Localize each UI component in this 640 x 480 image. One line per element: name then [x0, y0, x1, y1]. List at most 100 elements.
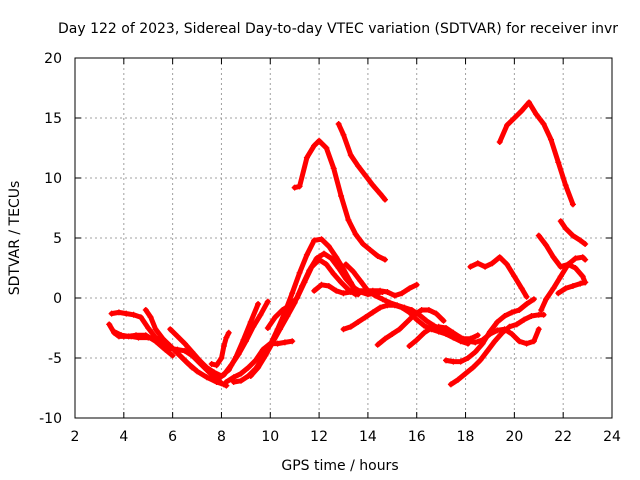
y-tick-label: 0: [53, 291, 62, 307]
data-point-marker: [491, 338, 498, 345]
data-point-marker: [262, 352, 269, 359]
data-point-marker: [367, 247, 374, 253]
data-point-marker: [582, 241, 589, 247]
data-point-marker: [530, 296, 537, 303]
data-point-marker: [501, 313, 508, 319]
data-point-marker: [311, 237, 318, 244]
data-point-marker: [516, 338, 523, 345]
data-point-marker: [279, 307, 286, 313]
data-point-marker: [386, 299, 393, 306]
data-point-marker: [455, 376, 462, 383]
data-point-marker: [555, 290, 562, 297]
data-point-marker: [472, 349, 479, 355]
y-axis-label: SDTVAR / TECUs: [7, 181, 23, 296]
data-point-marker: [362, 314, 369, 321]
data-point-marker: [557, 218, 564, 225]
data-point-marker: [577, 237, 584, 244]
data-point-marker: [572, 265, 579, 271]
data-point-marker: [318, 236, 325, 243]
data-point-marker: [264, 298, 271, 305]
data-point-marker: [435, 323, 442, 330]
data-point-marker: [443, 357, 450, 364]
data-point-marker: [411, 311, 418, 318]
data-point-marker: [403, 319, 410, 325]
data-point-marker: [474, 332, 481, 339]
data-point-marker: [538, 307, 545, 313]
data-point-marker: [338, 193, 345, 199]
data-point-marker: [569, 283, 576, 289]
data-point-marker: [167, 343, 174, 349]
data-point-marker: [447, 381, 454, 388]
data-point-marker: [381, 256, 388, 263]
data-point-marker: [579, 273, 586, 280]
data-point-marker: [281, 339, 288, 346]
data-point-marker: [223, 334, 230, 341]
data-point-marker: [250, 323, 257, 330]
data-point-marker: [245, 364, 252, 371]
data-point-marker: [474, 260, 481, 267]
data-point-marker: [218, 355, 225, 361]
data-point-marker: [352, 231, 359, 238]
x-tick-label: 18: [457, 429, 475, 445]
data-point-marker: [323, 145, 330, 151]
data-point-marker: [462, 370, 469, 377]
data-point-marker: [543, 296, 550, 303]
data-point-marker: [220, 371, 227, 378]
data-point-marker: [467, 263, 474, 270]
data-point-marker: [469, 364, 476, 371]
data-point-marker: [137, 314, 144, 321]
data-point-marker: [362, 172, 369, 179]
y-tick-label: 20: [44, 51, 62, 67]
y-tick-label: -10: [39, 411, 62, 427]
data-point-marker: [511, 273, 518, 280]
data-point-marker: [413, 337, 420, 343]
data-point-marker: [181, 347, 188, 354]
data-point-marker: [286, 302, 293, 309]
data-point-marker: [504, 122, 511, 129]
data-point-marker: [543, 242, 550, 249]
x-tick-label: 16: [408, 429, 426, 445]
data-point-marker: [152, 338, 159, 345]
y-tick-label: 5: [53, 231, 62, 247]
data-point-marker: [372, 292, 379, 299]
data-point-marker: [320, 250, 327, 257]
data-point-marker: [289, 338, 296, 345]
data-point-marker: [355, 163, 362, 169]
data-point-marker: [569, 232, 576, 239]
data-point-marker: [504, 261, 511, 268]
data-point-marker: [330, 165, 337, 172]
data-point-marker: [377, 304, 384, 311]
data-point-marker: [237, 370, 244, 377]
data-point-marker: [145, 325, 152, 331]
x-tick-label: 24: [603, 429, 621, 445]
data-point-marker: [108, 310, 115, 317]
series-line-trace-6: [214, 299, 271, 383]
data-point-marker: [237, 377, 244, 384]
data-point-marker: [526, 99, 533, 106]
data-point-marker: [230, 379, 237, 385]
series-line-trace-17: [375, 307, 447, 348]
data-point-marker: [562, 182, 569, 189]
data-point-marker: [396, 326, 403, 333]
data-point-marker: [572, 255, 579, 262]
data-point-marker: [316, 137, 323, 144]
data-point-marker: [479, 340, 486, 347]
data-point-marker: [347, 152, 354, 159]
data-point-marker: [582, 279, 589, 286]
data-point-marker: [350, 268, 357, 275]
data-point-marker: [450, 329, 457, 336]
x-tick-label: 22: [554, 429, 572, 445]
data-point-marker: [235, 351, 242, 358]
data-point-marker: [516, 307, 523, 313]
data-point-marker: [333, 287, 340, 294]
data-point-marker: [496, 254, 503, 261]
data-point-marker: [577, 280, 584, 287]
data-point-marker: [494, 319, 501, 325]
data-point-marker: [518, 107, 525, 114]
data-point-marker: [569, 201, 576, 208]
x-tick-label: 14: [359, 429, 377, 445]
data-point-marker: [457, 334, 464, 341]
data-point-marker: [377, 190, 384, 197]
data-point-marker: [413, 281, 420, 288]
